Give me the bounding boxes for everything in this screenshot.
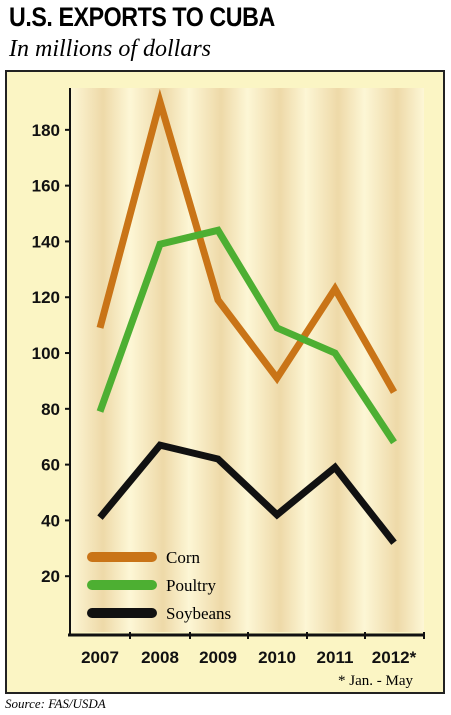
legend-label-poultry: Poultry <box>166 576 217 595</box>
series-line-corn <box>96 88 398 394</box>
y-tick-label-80: 80 <box>41 400 60 419</box>
y-tick-label-120: 120 <box>32 288 60 307</box>
x-tick-label-2007: 2007 <box>81 648 119 667</box>
legend-label-corn: Corn <box>166 548 201 567</box>
y-tick-label-20: 20 <box>41 567 60 586</box>
chart-title: U.S. EXPORTS TO CUBA <box>9 2 275 32</box>
y-tick-label-160: 160 <box>32 177 60 196</box>
year-band-2011 <box>305 88 365 632</box>
y-tick-label-60: 60 <box>41 456 60 475</box>
x-tick-label-2010: 2010 <box>258 648 296 667</box>
legend-label-soybeans: Soybeans <box>166 604 231 623</box>
x-tick-label-2008: 2008 <box>141 648 179 667</box>
series-line-soybeans <box>97 441 397 545</box>
footnote-annotation: * Jan. - May <box>338 673 413 689</box>
x-tick-label-2011: 2011 <box>317 648 354 667</box>
year-band-2010 <box>247 88 307 632</box>
x-tick-label-2012*: 2012* <box>372 648 417 667</box>
source-note: Source: FAS/USDA <box>5 696 106 711</box>
y-tick-label-140: 140 <box>32 232 60 251</box>
year-band-2009 <box>188 88 248 632</box>
chart-subtitle: In millions of dollars <box>9 36 212 62</box>
series-line-poultry <box>96 226 397 445</box>
x-tick-label-2009: 2009 <box>199 648 237 667</box>
y-tick-label-40: 40 <box>41 511 60 530</box>
y-tick-label-180: 180 <box>32 121 60 140</box>
y-tick-label-100: 100 <box>32 344 60 363</box>
